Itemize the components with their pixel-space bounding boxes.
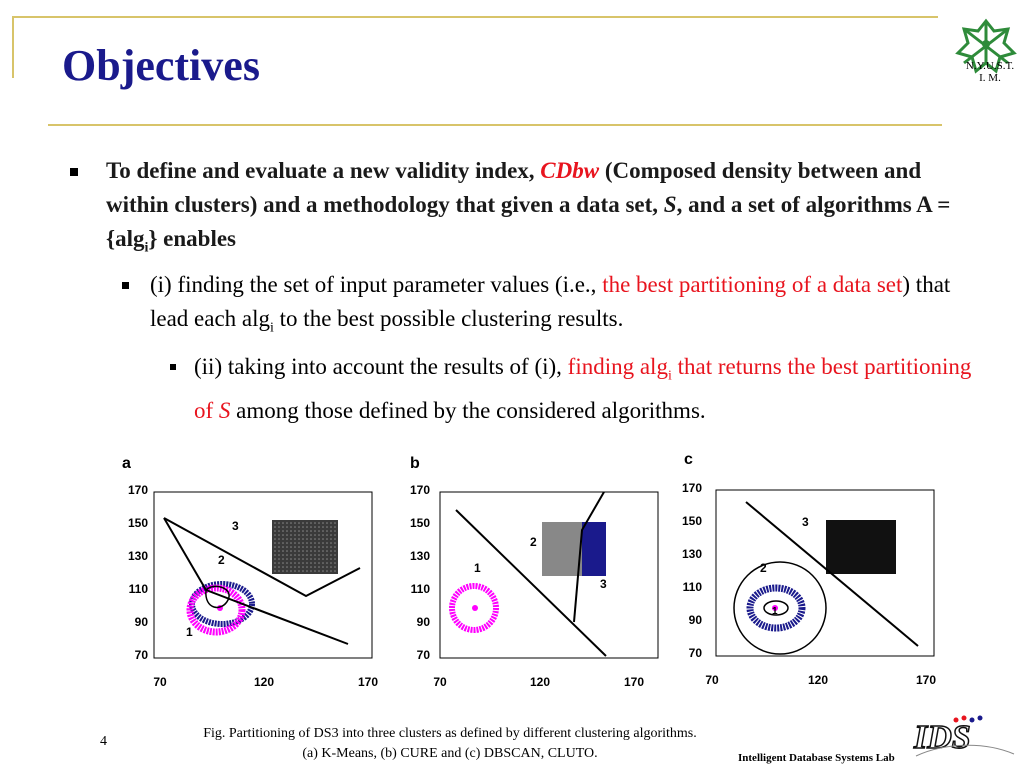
highlight-text: finding alg xyxy=(567,354,668,379)
page-number: 4 xyxy=(100,734,107,749)
cdbw-term: CDbw xyxy=(540,158,600,183)
ytick: 70 xyxy=(135,648,149,662)
ytick: 90 xyxy=(417,615,431,629)
ytick: 70 xyxy=(417,648,431,662)
cluster-black xyxy=(826,520,896,574)
xtick: 70 xyxy=(705,673,719,687)
logo-caption: N.Y.U.S.T. I. M. xyxy=(950,60,1024,84)
lab-name: Intelligent Database Systems Lab xyxy=(738,752,895,764)
panel-b-xticks: 70 120 170 xyxy=(433,675,644,689)
xtick: 70 xyxy=(153,675,167,689)
cluster-square xyxy=(272,520,338,574)
ytick: 110 xyxy=(129,582,149,596)
dataset-symbol: S xyxy=(663,192,677,217)
cluster-label: 1 xyxy=(772,606,778,617)
cluster-label: 1 xyxy=(186,625,193,639)
bullet-level3: (ii) taking into account the results of … xyxy=(194,350,984,428)
panel-c: c 170 150 130 110 90 70 70 120 170 3 2 1 xyxy=(682,451,936,687)
panel-c-yticks: 170 150 130 110 90 70 xyxy=(682,481,702,660)
ytick: 150 xyxy=(682,514,702,528)
cluster-label: 2 xyxy=(760,561,767,575)
bullet-level1: To define and evaluate a new validity in… xyxy=(106,154,976,266)
ytick: 170 xyxy=(410,483,430,497)
caption-line2: (a) K-Means, (b) CURE and (c) DBSCAN, CL… xyxy=(302,746,598,761)
xtick: 70 xyxy=(433,675,447,689)
panel-b-letter: b xyxy=(410,455,420,472)
panel-a: a 170 150 130 110 90 70 70 120 170 3 2 1 xyxy=(122,455,378,689)
cluster-label: 3 xyxy=(802,515,809,529)
bullet-level2: (i) finding the set of input parameter v… xyxy=(150,268,980,346)
bullet-l2-text: ) that lead each alg xyxy=(150,272,951,331)
bullet-l3-text: among those defined by the considered al… xyxy=(230,397,706,423)
ytick: 130 xyxy=(410,549,430,563)
subscript-i: i xyxy=(144,240,149,256)
bullet-l1-text: } enables xyxy=(148,226,236,251)
ytick: 70 xyxy=(689,646,703,660)
cluster-label: 3 xyxy=(600,577,607,591)
ytick: 170 xyxy=(128,483,148,497)
ytick: 130 xyxy=(128,549,148,563)
xtick: 120 xyxy=(530,675,550,689)
ytick: 150 xyxy=(128,516,148,530)
xtick: 170 xyxy=(358,675,378,689)
ids-logo-text: IDS xyxy=(913,719,971,756)
ytick: 110 xyxy=(411,582,431,596)
university-logo-icon xyxy=(955,18,1017,74)
bullet-l1-text: , and a set of algorithms A = {alg xyxy=(106,192,951,251)
subscript-i: i xyxy=(270,320,274,336)
bullet-l1-text: To define and evaluate a new validity in… xyxy=(106,158,541,183)
caption-line1: Fig. Partitioning of DS3 into three clus… xyxy=(203,726,697,741)
figure-caption: Fig. Partitioning of DS3 into three clus… xyxy=(110,724,790,764)
subscript-i: i xyxy=(667,368,672,384)
logo-caption-line2: I. M. xyxy=(979,72,1001,84)
ytick: 170 xyxy=(682,481,702,495)
dataset-symbol: S xyxy=(218,397,231,423)
bullet-marker-l3 xyxy=(170,364,176,370)
frame-top-rule xyxy=(12,16,938,18)
ytick: 130 xyxy=(682,547,702,561)
panel-a-letter: a xyxy=(122,455,131,472)
highlight-text: that returns the best partitioning of xyxy=(194,354,972,423)
panel-b: b 170 150 130 110 90 70 70 120 170 2 1 3 xyxy=(410,455,659,689)
xtick: 120 xyxy=(254,675,274,689)
logo-caption-line1: N.Y.U.S.T. xyxy=(965,60,1015,72)
cluster-magenta xyxy=(186,584,246,636)
panel-a-yticks: 170 150 130 110 90 70 xyxy=(128,483,148,662)
bullet-l2-text: (i) finding the set of input parameter v… xyxy=(150,272,603,297)
frame-left-rule xyxy=(12,16,14,78)
ytick: 150 xyxy=(410,516,430,530)
bullet-marker-l1 xyxy=(70,168,78,176)
ytick: 90 xyxy=(135,615,149,629)
panel-c-xticks: 70 120 170 xyxy=(705,673,936,687)
bullet-marker-l2 xyxy=(122,282,129,289)
cluster-label: 3 xyxy=(232,519,239,533)
slide-title: Objectives xyxy=(62,41,260,90)
cluster-gray xyxy=(542,522,582,576)
xtick: 170 xyxy=(624,675,644,689)
clustering-figure: a 170 150 130 110 90 70 70 120 170 3 2 1… xyxy=(122,451,936,689)
bullet-l3-text: (ii) taking into account the results of … xyxy=(194,354,568,379)
panel-a-xticks: 70 120 170 xyxy=(153,675,378,689)
cluster-navy xyxy=(582,522,606,576)
ytick: 90 xyxy=(689,613,703,627)
xtick: 120 xyxy=(808,673,828,687)
panel-c-letter: c xyxy=(684,451,693,468)
panel-b-yticks: 170 150 130 110 90 70 xyxy=(410,483,430,662)
ytick: 110 xyxy=(683,580,703,594)
bullet-l1-text: (Composed density between and within clu… xyxy=(106,158,922,217)
title-underline xyxy=(48,124,942,126)
cluster-label: 1 xyxy=(474,561,481,575)
cluster-label: 2 xyxy=(218,553,225,567)
bullet-l2-text: to the best possible clustering results. xyxy=(273,306,624,331)
xtick: 170 xyxy=(916,673,936,687)
ids-lab-logo-icon: IDS xyxy=(912,715,1015,757)
cluster-label: 2 xyxy=(530,535,537,549)
highlight-text: the best partitioning of a data set xyxy=(602,272,903,297)
